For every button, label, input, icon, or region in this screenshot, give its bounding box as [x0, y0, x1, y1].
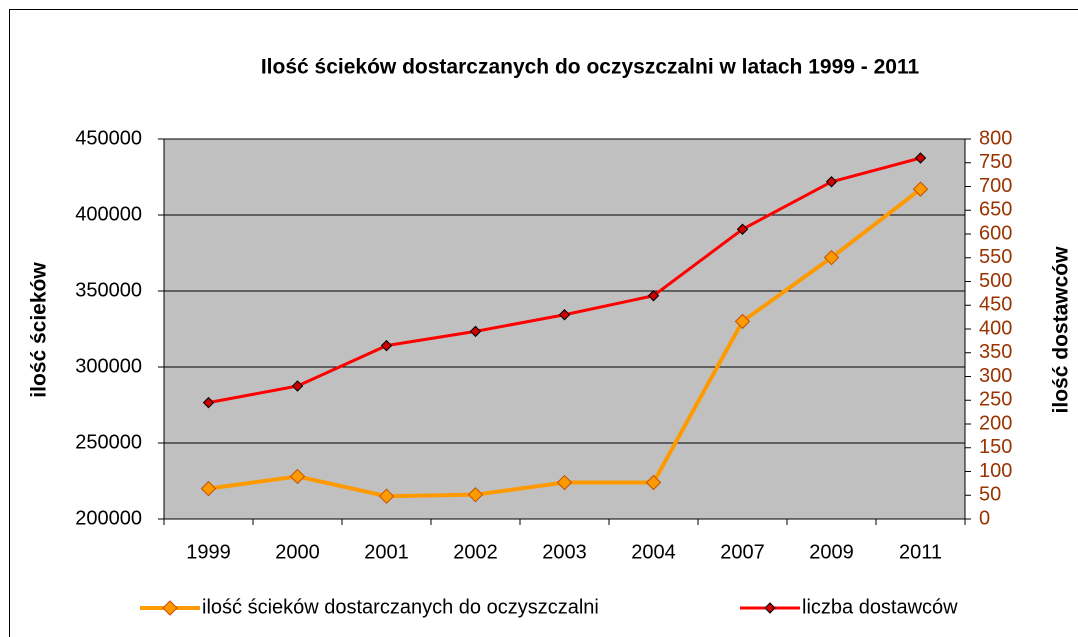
y2-tick-label: 150	[979, 436, 1012, 458]
data-point	[647, 290, 660, 302]
data-point	[378, 488, 395, 504]
y2-tick-label: 400	[979, 317, 1012, 339]
y2-tick-label: 50	[979, 484, 1001, 506]
data-point	[912, 181, 929, 197]
y2-tick-label: 500	[979, 270, 1012, 292]
data-point	[734, 313, 751, 330]
legend-marker	[764, 602, 776, 614]
y-tick-label: 350000	[75, 279, 142, 301]
y2-tick-label: 550	[979, 246, 1012, 268]
data-point	[200, 480, 217, 497]
data-point	[558, 309, 571, 321]
y-tick-label: 300000	[75, 355, 142, 377]
x-tick-label: 2004	[631, 541, 676, 563]
y2-tick-label: 350	[979, 341, 1012, 363]
data-point	[825, 176, 838, 188]
y2-tick-label: 100	[979, 460, 1012, 482]
data-point	[202, 396, 215, 409]
y2-axis-title: ilość dostawców	[1050, 246, 1073, 414]
data-point	[914, 152, 927, 164]
x-tick-label: 2000	[275, 541, 320, 563]
y2-tick-label: 300	[979, 365, 1012, 387]
x-tick-label: 1999	[186, 541, 231, 563]
data-point	[556, 474, 573, 491]
y-tick-label: 200000	[75, 507, 142, 529]
data-point	[645, 474, 662, 491]
legend-label: ilość ścieków dostarczanych do oczyszcza…	[202, 596, 599, 618]
y2-tick-label: 650	[979, 199, 1012, 221]
data-point	[380, 339, 393, 352]
data-point	[736, 223, 749, 235]
x-tick-label: 2003	[542, 541, 587, 563]
legend-marker	[162, 600, 178, 616]
y2-tick-label: 450	[979, 294, 1012, 316]
data-point	[469, 325, 482, 338]
y2-tick-label: 800	[979, 127, 1012, 149]
y2-tick-label: 700	[979, 175, 1012, 197]
y-tick-label: 400000	[75, 203, 142, 225]
x-tick-label: 2001	[364, 541, 409, 563]
chart-title: Ilość ścieków dostarczanych do oczyszcza…	[261, 56, 920, 79]
y2-tick-label: 0	[979, 507, 990, 529]
y2-tick-label: 600	[979, 222, 1012, 244]
x-tick-label: 2009	[809, 541, 854, 563]
x-tick-label: 2007	[720, 541, 765, 563]
data-point	[289, 468, 306, 485]
y-axis-title: ilość ścieków	[28, 262, 51, 398]
legend-label: liczba dostawców	[802, 596, 958, 618]
y2-tick-label: 200	[979, 412, 1012, 434]
y2-tick-label: 250	[979, 389, 1012, 411]
data-point	[467, 486, 484, 503]
data-point	[823, 249, 840, 266]
x-tick-label: 2002	[453, 541, 498, 563]
plot-area	[163, 138, 966, 520]
x-tick-label: 2011	[899, 541, 942, 563]
y2-tick-label: 750	[979, 151, 1012, 173]
data-point	[291, 380, 304, 392]
y-tick-label: 250000	[75, 431, 142, 453]
y-tick-label: 450000	[75, 127, 142, 149]
